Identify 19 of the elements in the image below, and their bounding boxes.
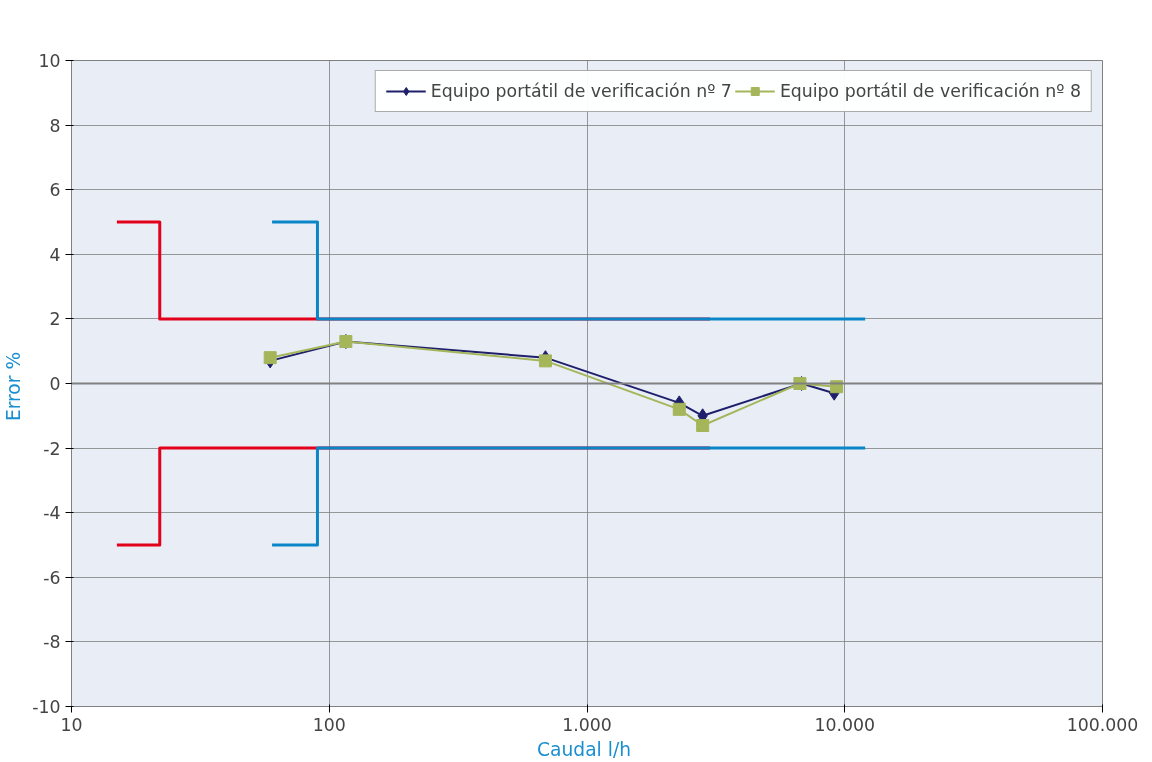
legend-label: Equipo portátil de verificación nº 8 [779,81,1081,101]
x-tick-label: 100 [312,714,346,735]
y-tick-label: 2 [49,309,61,330]
y-tick-label: -8 [43,632,61,653]
y-tick-label: 0 [49,374,61,394]
y-axis-title: Error % [3,351,25,422]
y-tick-label: 4 [49,244,61,265]
y-tick-label: -4 [43,503,61,524]
y-tick-label: 10 [38,51,61,71]
y-tick-label: -2 [43,438,61,459]
x-axis-title: Caudal l/h [537,738,632,760]
x-tick-label: 1.000 [562,714,612,735]
y-tick-label: -10 [32,697,61,717]
y-tick-label: -6 [43,567,61,588]
y-tick-label: 8 [49,115,61,136]
legend-label: Equipo portátil de verificación nº 7 [430,81,732,101]
x-tick-label: 10.000 [814,714,876,735]
x-tick-label: 100.000 [1066,714,1139,735]
y-tick-label: 6 [49,180,61,201]
